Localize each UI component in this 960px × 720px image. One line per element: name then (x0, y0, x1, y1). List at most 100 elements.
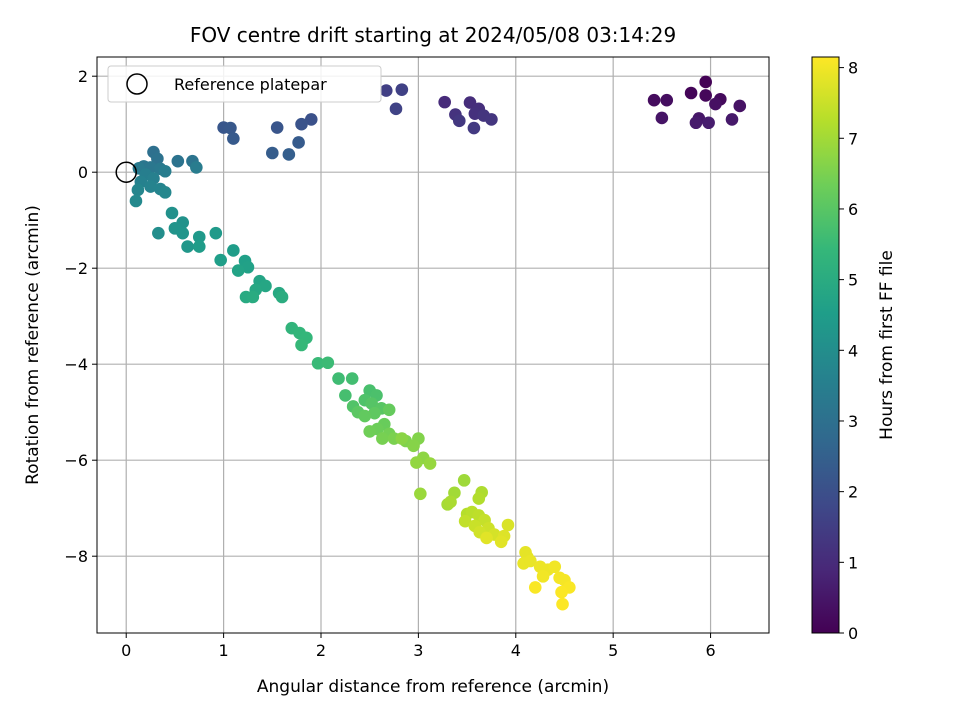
plot-frame (96, 56, 770, 634)
y-tick-label: −6 (64, 451, 88, 470)
data-point (345, 372, 359, 385)
legend-box (107, 65, 382, 103)
data-point (395, 432, 409, 445)
data-point (438, 95, 451, 109)
data-point (131, 183, 145, 197)
legend: Reference platepar (107, 65, 382, 103)
data-point (467, 121, 481, 135)
x-tick-label: 3 (413, 641, 423, 660)
y-tick-label: −4 (64, 355, 88, 374)
data-point (259, 279, 272, 293)
data-point (209, 226, 223, 240)
chart-title: FOV centre drift starting at 2024/05/08 … (190, 23, 676, 47)
colorbar-tick-label: 8 (848, 59, 858, 78)
data-point (144, 180, 157, 193)
data-point (689, 116, 703, 130)
data-point (282, 148, 296, 161)
data-point (485, 113, 498, 126)
grid (97, 57, 769, 633)
legend-marker-circle (126, 73, 148, 95)
data-point (151, 152, 164, 166)
data-point (536, 570, 550, 583)
reference-marker-layer (115, 161, 137, 183)
y-tick-label: 2 (78, 67, 88, 86)
data-point (158, 186, 172, 199)
x-tick-label: 4 (511, 641, 521, 660)
data-point (410, 456, 423, 469)
data-point (295, 117, 308, 131)
colorbar-tick-label: 5 (848, 271, 858, 290)
y-axis-label: Rotation from reference (arcmin) (23, 205, 43, 485)
data-point (152, 226, 165, 240)
legend-label: Reference platepar (174, 75, 327, 94)
colorbar-tick-label: 6 (848, 200, 858, 219)
colorbar-tick-label: 3 (848, 412, 858, 431)
data-point (214, 253, 227, 267)
data-point (528, 581, 542, 594)
y-ticks: −8 −6 −4 −2 0 2 (64, 67, 97, 566)
data-point (548, 560, 562, 574)
y-tick-label: −8 (64, 547, 88, 566)
data-point (458, 514, 472, 528)
data-point (684, 86, 698, 100)
data-point (382, 403, 396, 417)
x-ticks: 0 1 2 3 4 5 6 (121, 633, 716, 660)
data-point (368, 406, 381, 420)
data-point (699, 75, 712, 89)
data-point (444, 495, 457, 509)
data-point (246, 290, 260, 304)
data-point (709, 97, 722, 111)
x-tick-label: 6 (705, 641, 715, 660)
data-point (129, 194, 143, 208)
data-point (321, 356, 335, 370)
data-point (270, 121, 284, 134)
data-point (725, 113, 739, 126)
data-point (358, 409, 372, 423)
data-point (275, 290, 289, 304)
x-axis-label: Angular distance from reference (arcmin) (257, 677, 609, 697)
data-point (452, 114, 466, 128)
data-point (655, 111, 669, 125)
data-point (224, 121, 237, 135)
data-point (332, 372, 345, 385)
reference-point-marker (115, 161, 137, 183)
data-point (176, 226, 190, 240)
data-point (480, 531, 493, 545)
data-point (171, 154, 185, 168)
data-point (423, 457, 437, 470)
data-point (339, 389, 352, 402)
data-point (494, 535, 508, 549)
data-point (295, 338, 308, 352)
data-point (556, 597, 569, 611)
data-point (379, 84, 393, 97)
data-point (231, 264, 245, 277)
data-point (472, 492, 486, 505)
data-point (241, 260, 255, 274)
data-point (181, 240, 194, 253)
colorbar-frame (811, 56, 840, 634)
data-point (647, 93, 661, 107)
colorbar-tick-label: 2 (848, 483, 858, 502)
data-point (227, 244, 240, 257)
y-tick-label: −2 (64, 259, 88, 278)
data-point (395, 83, 409, 96)
x-tick-label: 5 (608, 641, 618, 660)
x-tick-label: 2 (316, 641, 326, 660)
data-point (227, 132, 240, 145)
colorbar-tick-label: 0 (848, 624, 858, 643)
colorbar-tick-label: 7 (848, 129, 858, 148)
data-point (266, 146, 279, 160)
data-point (311, 356, 325, 370)
data-point (365, 397, 378, 410)
data-point (407, 439, 420, 453)
data-point (292, 136, 305, 149)
data-point (192, 230, 206, 244)
colorbar-ticks: 0 1 2 3 4 5 6 7 8 (839, 59, 858, 643)
data-point (376, 432, 389, 445)
data-point (304, 113, 318, 126)
data-point (457, 474, 471, 487)
data-point (414, 487, 427, 501)
data-point (660, 93, 674, 107)
data-point (192, 240, 206, 253)
